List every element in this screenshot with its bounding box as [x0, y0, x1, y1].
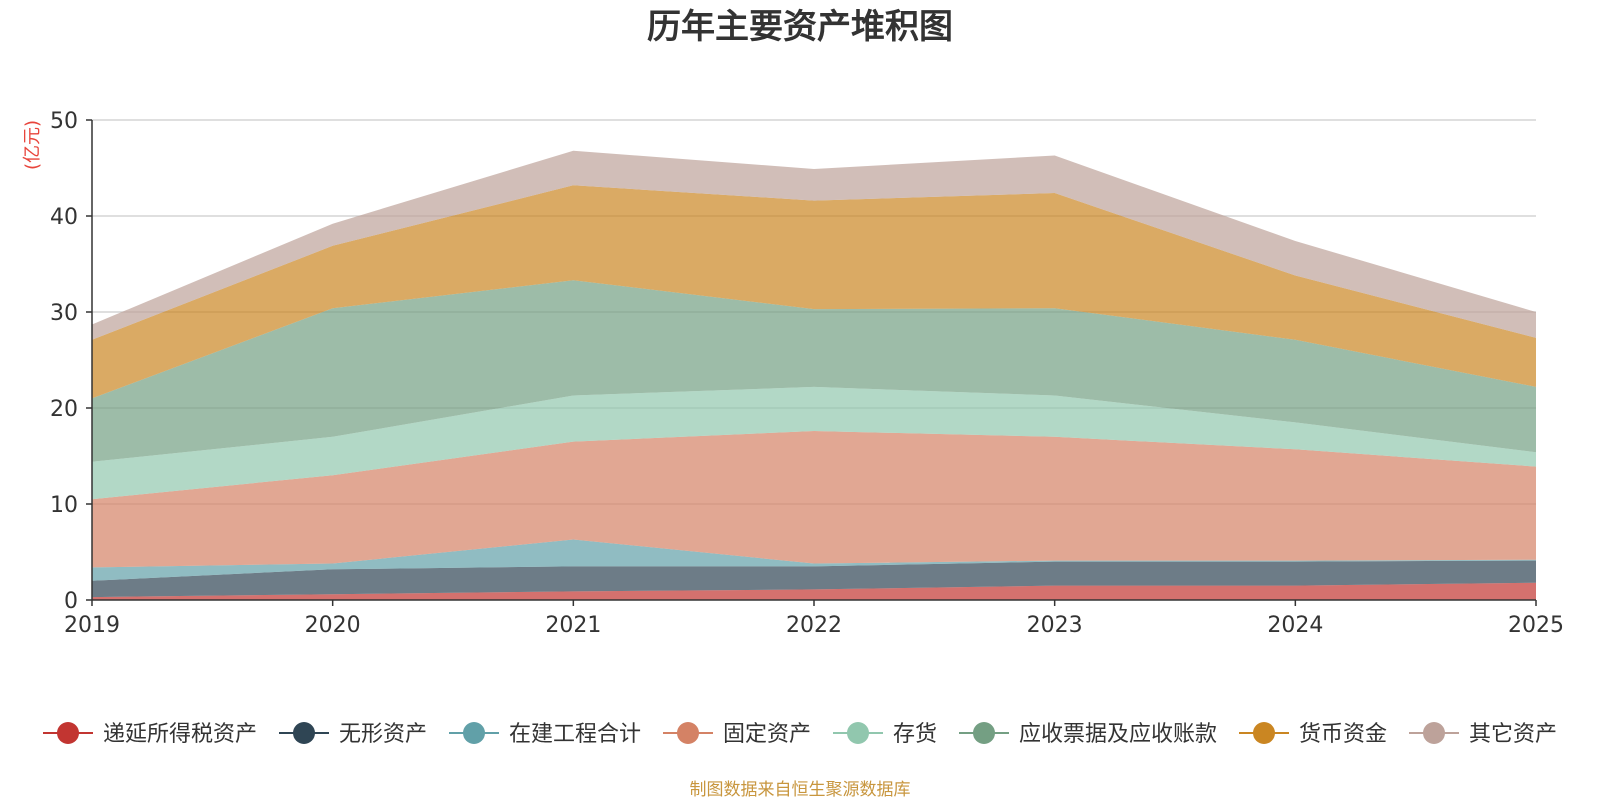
legend-item-3[interactable]: 固定资产	[663, 722, 811, 747]
chart-title: 历年主要资产堆积图	[647, 7, 953, 47]
y-axis-ticks: 0 10 20 30 40 50	[50, 109, 92, 614]
area-series-1	[92, 560, 1536, 598]
area-series-2	[92, 539, 1536, 581]
legend-label: 应收票据及应收账款	[1019, 722, 1217, 747]
legend-label: 无形资产	[339, 722, 427, 747]
legend-item-4[interactable]: 存货	[833, 722, 937, 747]
legend-label: 存货	[893, 722, 937, 747]
area-series-4	[92, 386, 1536, 500]
legend-label: 货币资金	[1299, 722, 1387, 747]
legend-label: 其它资产	[1469, 722, 1557, 747]
legend-item-5[interactable]: 应收票据及应收账款	[959, 722, 1217, 747]
legend-marker	[677, 722, 699, 744]
legend-label: 在建工程合计	[509, 722, 641, 747]
area-series-0	[92, 582, 1536, 600]
x-tick-label: 2023	[1027, 613, 1083, 638]
y-tick-label: 20	[50, 397, 78, 422]
legend-marker	[847, 722, 869, 744]
legend-marker	[1253, 722, 1275, 744]
x-axis-ticks: 2019 2020 2021 2022 2023 2024 2025	[64, 600, 1564, 638]
legend: 递延所得税资产 无形资产 在建工程合计 固定资产 存货 应收票据及应收账款 货币资金 其它资产	[43, 722, 1557, 747]
y-tick-label: 0	[64, 589, 78, 614]
legend-item-0[interactable]: 递延所得税资产	[43, 722, 257, 747]
y-axis-unit-label: (亿元)	[22, 120, 43, 170]
legend-item-7[interactable]: 其它资产	[1409, 722, 1557, 747]
x-tick-label: 2025	[1508, 613, 1564, 638]
legend-label: 固定资产	[723, 722, 811, 747]
legend-item-6[interactable]: 货币资金	[1239, 722, 1387, 747]
y-tick-label: 40	[50, 205, 78, 230]
x-tick-label: 2024	[1267, 613, 1323, 638]
legend-item-2[interactable]: 在建工程合计	[449, 722, 641, 747]
area-series-group	[92, 150, 1536, 600]
data-source-note: 制图数据来自恒生聚源数据库	[690, 780, 911, 800]
legend-marker	[463, 722, 485, 744]
y-tick-label: 50	[50, 109, 78, 134]
area-series-5	[92, 280, 1536, 462]
legend-item-1[interactable]: 无形资产	[279, 722, 427, 747]
legend-label: 递延所得税资产	[103, 722, 257, 747]
area-series-3	[92, 431, 1536, 568]
legend-marker	[57, 722, 79, 744]
y-tick-label: 10	[50, 493, 78, 518]
area-series-7	[92, 150, 1536, 340]
y-tick-label: 30	[50, 301, 78, 326]
x-tick-label: 2020	[305, 613, 361, 638]
legend-marker	[293, 722, 315, 744]
x-tick-label: 2019	[64, 613, 120, 638]
x-tick-label: 2022	[786, 613, 842, 638]
x-tick-label: 2021	[545, 613, 601, 638]
area-series-6	[92, 185, 1536, 399]
legend-marker	[1423, 722, 1445, 744]
legend-marker	[973, 722, 995, 744]
